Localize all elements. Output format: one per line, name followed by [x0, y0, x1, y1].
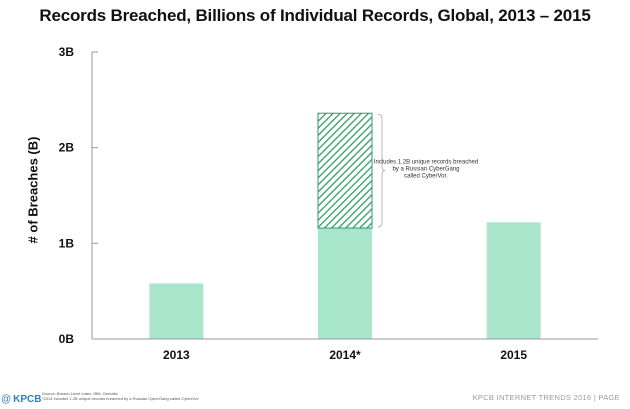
y-tick-label: 0B: [59, 332, 75, 346]
annotation-bracket: [377, 113, 386, 228]
chart-title: Records Breached, Billions of Individual…: [39, 6, 591, 25]
bar-stack-cybervor: [317, 112, 373, 229]
bar-2014: [318, 228, 372, 339]
footer-source-note: Source: Breach Level Index, IBM, Gemalto: [42, 391, 118, 396]
y-tick-label: 2B: [59, 141, 75, 155]
footer-footnote: *2014 includes 1.2B unique records breac…: [42, 396, 199, 401]
y-tick-label: 1B: [59, 236, 75, 250]
brand-text: KPCB: [13, 394, 42, 405]
footer-page-label: KPCB INTERNET TRENDS 2016 | PAGE: [472, 393, 620, 402]
annotation-line: called CyberVor.: [404, 174, 448, 180]
annotation-line: Includes 1.2B unique records breached: [374, 160, 478, 166]
at-icon: @: [1, 394, 12, 405]
brand-watermark: @ KPCB: [1, 394, 42, 405]
bar-2015: [486, 222, 541, 339]
annotation-text: Includes 1.2B unique records breached by …: [374, 160, 478, 180]
annotation-line: by a Russian CyberGang: [392, 167, 459, 173]
x-tick-label: 2014*: [329, 348, 361, 362]
x-tick-label: 2015: [500, 348, 527, 362]
x-tick-label: 2013: [163, 348, 190, 362]
footer-notes: Source: Breach Level Index, IBM, Gemalto…: [42, 391, 199, 401]
bar-2013: [149, 283, 204, 339]
y-tick-label: 3B: [59, 45, 75, 59]
